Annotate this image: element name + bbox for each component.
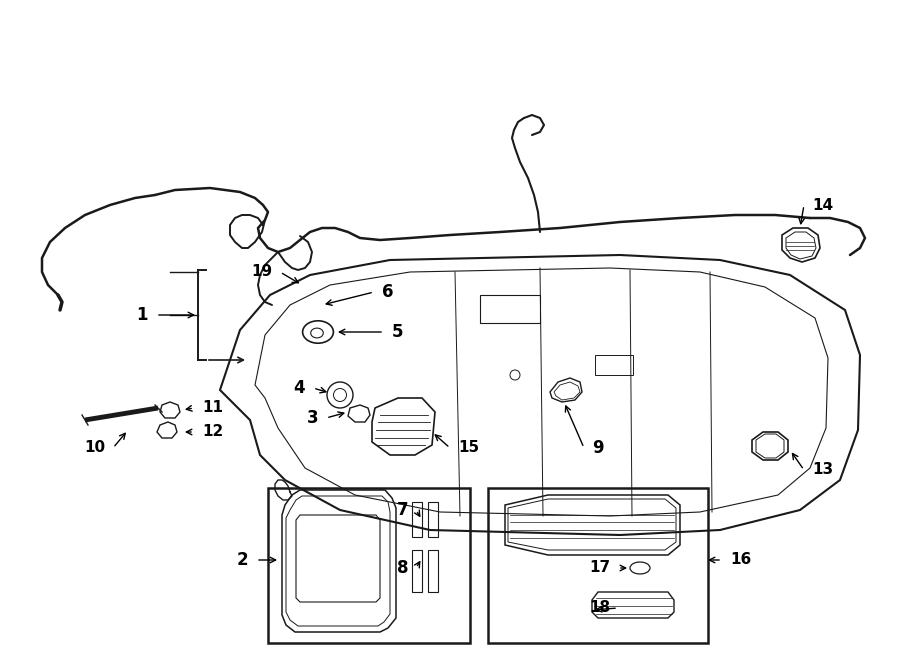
Text: 5: 5: [392, 323, 403, 341]
Text: 1: 1: [137, 306, 148, 324]
Text: 4: 4: [293, 379, 305, 397]
Text: 10: 10: [84, 440, 105, 455]
Text: 19: 19: [251, 264, 272, 280]
Text: 18: 18: [589, 600, 610, 615]
Text: 16: 16: [730, 553, 752, 568]
Text: 6: 6: [382, 283, 393, 301]
Text: 7: 7: [396, 501, 408, 519]
Text: 15: 15: [458, 440, 479, 455]
Text: 9: 9: [592, 439, 604, 457]
Text: 11: 11: [202, 401, 223, 416]
Text: 12: 12: [202, 424, 223, 440]
Text: 14: 14: [812, 198, 833, 212]
Text: 3: 3: [306, 409, 318, 427]
Text: 13: 13: [812, 463, 833, 477]
Text: 2: 2: [237, 551, 248, 569]
Text: 8: 8: [397, 559, 408, 577]
Text: 17: 17: [589, 561, 610, 576]
